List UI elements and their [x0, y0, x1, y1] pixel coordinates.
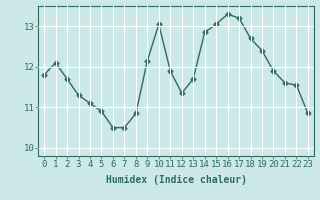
X-axis label: Humidex (Indice chaleur): Humidex (Indice chaleur) — [106, 175, 246, 185]
